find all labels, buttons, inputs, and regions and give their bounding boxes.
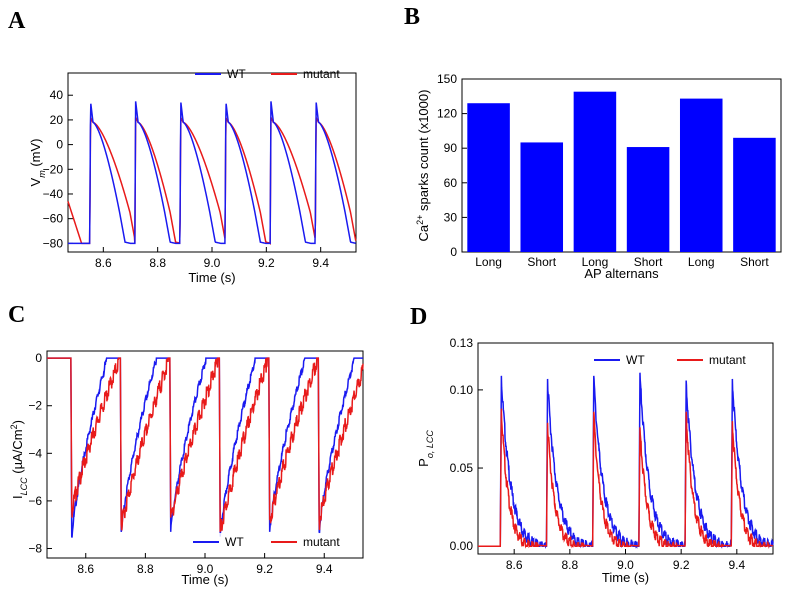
y-axis-label-main: I [10, 495, 25, 499]
y-tick-label: 90 [444, 141, 458, 155]
panel-b-sparks-bar-chart: 0 30 60 90 120 150 Long Short Long Short Long Short… [415, 72, 782, 281]
y-tick-label: 0 [450, 245, 457, 259]
x-tick-label: 8.6 [77, 562, 94, 576]
legend-label-mutant: mutant [303, 535, 340, 549]
y-tick-label: −8 [28, 541, 42, 555]
x-axis-label: Time (s) [602, 570, 649, 585]
y-tick-label: 40 [50, 88, 64, 102]
y-tick-label: 150 [437, 72, 457, 86]
y-tick-label: 120 [437, 107, 457, 121]
series-line-wt [68, 101, 356, 245]
y-axis-label-prefix: Ca [416, 224, 431, 241]
x-tick-label: 8.6 [506, 558, 523, 572]
x-tick-label: 9.4 [316, 562, 333, 576]
axes-frame-c [46, 350, 364, 559]
y-tick-label: −4 [28, 446, 42, 460]
series-line-mutant [47, 357, 364, 532]
y-tick-label: 0 [56, 138, 63, 152]
x-axis-label: Time (s) [188, 270, 235, 285]
x-category-label: Long [688, 255, 715, 269]
x-axis-label: Time (s) [181, 572, 228, 587]
panel-a-voltage-chart: 8.6 8.8 9.0 9.2 9.4 −80 −60 −40 −20 0 20 40 Time (s)… [28, 67, 357, 285]
y-axis-label-sup: 2+ [415, 215, 425, 225]
bar [679, 98, 723, 253]
y-tick-label: 0.00 [450, 539, 474, 553]
x-category-label: Short [634, 255, 663, 269]
x-tick-label: 9.0 [204, 256, 221, 270]
y-axis-label-main: P [416, 458, 431, 467]
y-tick-label: −6 [28, 494, 42, 508]
y-axis-label: ILCC (µA/Cm2) [9, 420, 29, 499]
x-tick-label: 9.0 [197, 562, 214, 576]
legend-label-wt: WT [626, 353, 645, 367]
x-tick-label: 9.4 [312, 256, 329, 270]
panel-letter-a: A [8, 8, 26, 34]
y-tick-label: 0.13 [450, 336, 474, 350]
panel-c-current-chart: 8.6 8.8 9.0 9.2 9.4 −8 −6 −4 −2 0 Time (s) ILCC (µA… [9, 350, 364, 587]
y-tick-label: −80 [43, 236, 64, 250]
x-tick-label: 8.6 [95, 256, 112, 270]
series-line-mutant [67, 117, 357, 245]
y-tick-label: 20 [50, 113, 64, 127]
x-tick-label: 9.4 [728, 558, 745, 572]
x-category-label: Long [475, 255, 502, 269]
series-line-wt [47, 357, 363, 538]
y-axis-label-unit: (µA/Cm [10, 429, 25, 477]
y-axis-label-sub: LCC [19, 477, 29, 496]
bar [520, 142, 564, 252]
bar [626, 147, 670, 252]
series-line-mutant [478, 408, 774, 550]
legend-label-wt: WT [225, 535, 244, 549]
y-axis-label: Po, LCC [416, 430, 435, 467]
y-tick-label: 30 [444, 210, 458, 224]
bar [467, 103, 510, 252]
y-axis-label: Ca2+ sparks count (x1000) [415, 90, 431, 242]
bar [733, 137, 776, 252]
y-axis-label-sup: 2 [9, 424, 19, 429]
x-category-label: Long [582, 255, 609, 269]
series-line-wt [478, 372, 774, 549]
legend-label-mutant: mutant [303, 67, 340, 81]
x-category-label: Short [527, 255, 556, 269]
y-tick-label: 0 [35, 351, 42, 365]
y-axis-label: Vm (mV) [28, 139, 47, 187]
y-axis-label-sub: m [37, 170, 47, 178]
y-axis-label-main: V [28, 177, 43, 186]
x-tick-label: 9.0 [617, 558, 634, 572]
x-tick-label: 8.8 [561, 558, 578, 572]
x-axis-label: AP alternans [584, 266, 659, 281]
x-tick-label: 9.2 [673, 558, 690, 572]
legend-label-wt: WT [227, 67, 246, 81]
y-axis-label-unit: (mV) [28, 139, 43, 171]
axes-frame-d [477, 342, 774, 555]
panel-letter-c: C [8, 302, 25, 328]
axes-frame-b [461, 78, 782, 253]
x-tick-label: 8.8 [149, 256, 166, 270]
y-tick-label: −40 [43, 187, 64, 201]
y-axis-label-close: ) [10, 420, 25, 424]
panel-d-open-probability-chart: 8.6 8.8 9.0 9.2 9.4 0.00 0.05 0.10 0.13 Time (s) P… [416, 336, 774, 585]
y-tick-label: 0.05 [450, 461, 474, 475]
y-axis-label-sub: o, LCC [425, 430, 435, 459]
y-tick-label: −60 [43, 212, 64, 226]
y-axis-label-suffix: sparks count (x1000) [416, 90, 431, 215]
x-category-label: Short [740, 255, 769, 269]
y-tick-label: −2 [28, 399, 42, 413]
bar [573, 91, 617, 252]
panel-letter-b: B [404, 4, 420, 30]
x-tick-label: 8.8 [137, 562, 154, 576]
panel-letter-d: D [410, 304, 427, 330]
legend-label-mutant: mutant [709, 353, 746, 367]
y-tick-label: 60 [444, 176, 458, 190]
y-tick-label: 0.10 [450, 383, 474, 397]
x-tick-label: 9.2 [258, 256, 275, 270]
x-tick-label: 9.2 [256, 562, 273, 576]
y-tick-label: −20 [43, 162, 64, 176]
